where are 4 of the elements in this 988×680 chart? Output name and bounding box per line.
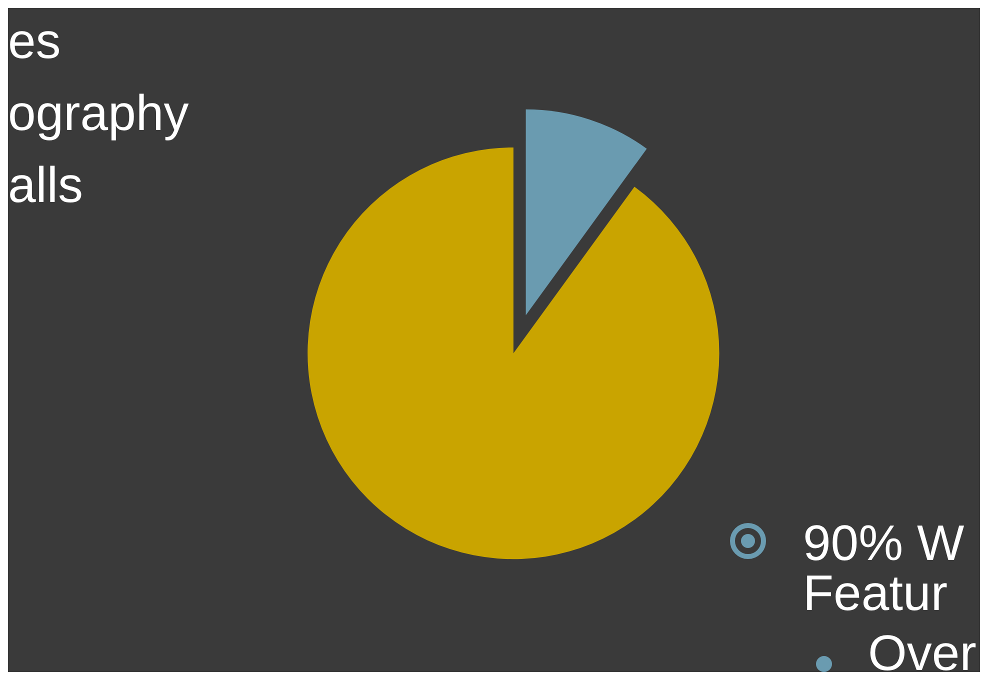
text: Over — [868, 625, 976, 680]
text: ography — [8, 85, 189, 141]
text: alls — [8, 157, 84, 213]
text: es — [8, 13, 61, 69]
